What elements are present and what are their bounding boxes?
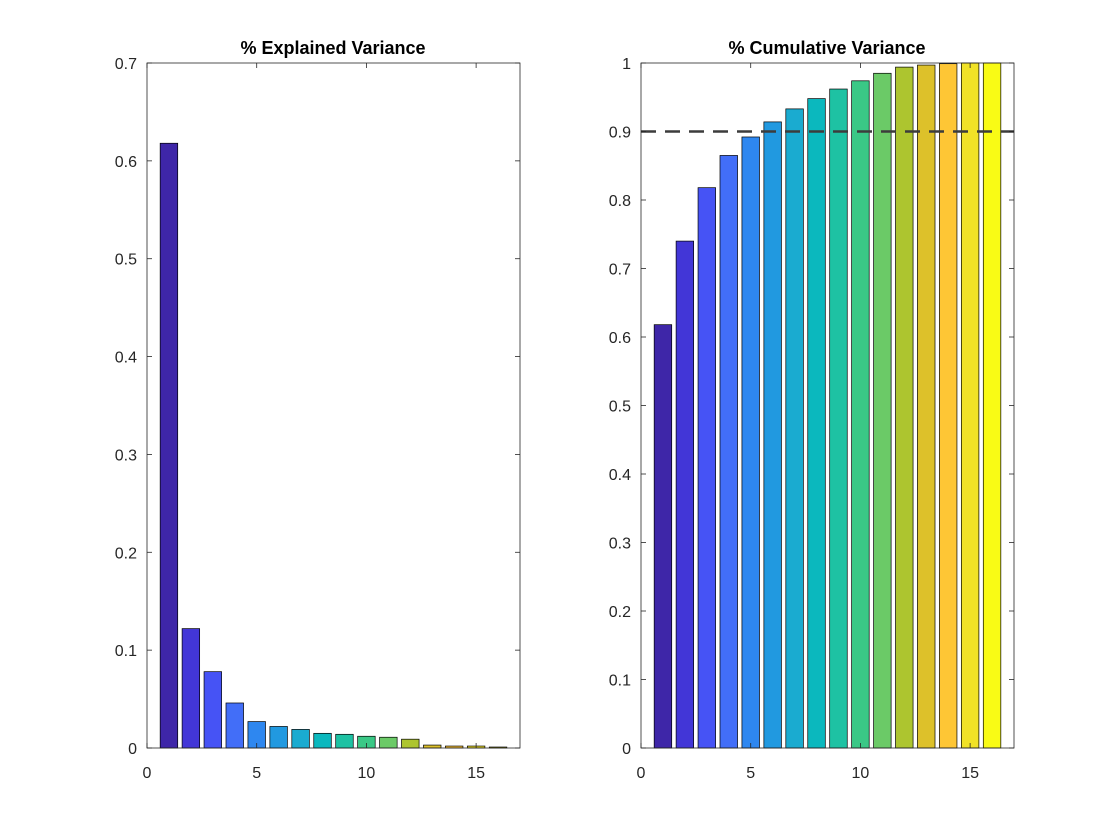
explained-variance-title: % Explained Variance: [240, 38, 425, 58]
explained-variance-panel: % Explained Variance 0 0.1 0.2 0.3 0.4 0.5 0.6…: [115, 38, 521, 782]
cumulative-variance-ytick-label: 0.2: [609, 604, 631, 621]
explained-variance-xtick-label: 10: [358, 765, 376, 782]
explained-variance-ytick-label: 0.2: [115, 545, 137, 562]
explained-variance-ytick-label: 0: [128, 741, 137, 758]
explained-variance-axes-box: [146, 62, 521, 749]
cumulative-variance-bars: [653, 62, 1002, 749]
cumulative-variance-xtick-label: 5: [746, 765, 755, 782]
cumulative-variance-ytick-label: 0: [622, 741, 631, 758]
explained-variance-bar-13: [423, 744, 442, 749]
cumulative-variance-title: % Cumulative Variance: [728, 38, 925, 58]
explained-variance-bar-8: [313, 732, 332, 749]
cumulative-variance-bar-4: [719, 155, 738, 749]
explained-variance-axes: 0 0.1 0.2 0.3 0.4 0.5 0.6 0.7 0 5 10 15: [115, 56, 521, 782]
cumulative-variance-bar-2: [675, 240, 695, 749]
explained-variance-ytick-label: 0.7: [115, 56, 137, 73]
explained-variance-xtick-label: 5: [252, 765, 261, 782]
cumulative-variance-ytick-label: 0.9: [609, 125, 631, 142]
explained-variance-bar-2: [181, 628, 201, 749]
cumulative-variance-ytick-label: 0.7: [609, 262, 631, 279]
explained-variance-bar-3: [203, 671, 222, 749]
cumulative-variance-ytick-label: 0.3: [609, 536, 631, 553]
explained-variance-bar-12: [401, 738, 420, 749]
cumulative-variance-bar-11: [873, 72, 892, 749]
cumulative-variance-axes: 00.10.20.30.40.50.60.70.80.910 5 10 15: [609, 56, 1015, 782]
cumulative-variance-bar-3: [697, 187, 716, 749]
explained-variance-ytick-label: 0.6: [115, 154, 137, 171]
explained-variance-xtick-label: 0: [143, 765, 152, 782]
explained-variance-ytick-label: 0.5: [115, 252, 137, 269]
cumulative-variance-ytick-label: 0.6: [609, 330, 631, 347]
explained-variance-bar-11: [379, 736, 398, 749]
explained-variance-bar-6: [269, 726, 288, 749]
cumulative-variance-bar-13: [917, 64, 936, 749]
cumulative-variance-axes-box: [640, 62, 1015, 749]
cumulative-variance-ytick-label: 0.4: [609, 467, 631, 484]
cumulative-variance-xtick-label: 15: [961, 765, 979, 782]
cumulative-variance-ytick-label: 0.1: [609, 673, 631, 690]
cumulative-variance-bar-12: [895, 66, 914, 749]
cumulative-variance-bar-7: [785, 108, 804, 749]
cumulative-variance-bar-8: [807, 98, 826, 749]
cumulative-variance-panel: % Cumulative Variance 0 0.1 0.2 0.3 0.4 0.5 0.…: [609, 38, 1015, 782]
explained-variance-bars: [159, 142, 508, 749]
explained-variance-bar-9: [335, 733, 354, 749]
explained-variance-bar-7: [291, 729, 310, 749]
cumulative-variance-bar-15: [960, 62, 980, 749]
cumulative-variance-bar-14: [939, 63, 958, 749]
explained-variance-bar-1: [159, 142, 179, 749]
cumulative-variance-ytick-label: 0.5: [609, 399, 631, 416]
cumulative-variance-bar-5: [741, 136, 760, 749]
explained-variance-ytick-label: 0.3: [115, 447, 137, 464]
cumulative-variance-xtick-label: 0: [637, 765, 646, 782]
explained-variance-xtick-label: 15: [467, 765, 485, 782]
cumulative-variance-xtick-label: 10: [852, 765, 870, 782]
explained-variance-ytick-label: 0.1: [115, 643, 137, 660]
cumulative-variance-bar-1: [653, 324, 673, 749]
explained-variance-ytick-label: 0.4: [115, 350, 137, 367]
cumulative-variance-ytick-label: 1: [622, 56, 631, 73]
cumulative-variance-bar-9: [829, 88, 848, 749]
cumulative-variance-bar-6: [763, 121, 782, 749]
cumulative-variance-bar-16: [982, 62, 1002, 749]
explained-variance-bar-4: [225, 702, 244, 749]
cumulative-variance-ytick-label: 0.8: [609, 193, 631, 210]
cumulative-variance-bar-10: [851, 80, 870, 749]
